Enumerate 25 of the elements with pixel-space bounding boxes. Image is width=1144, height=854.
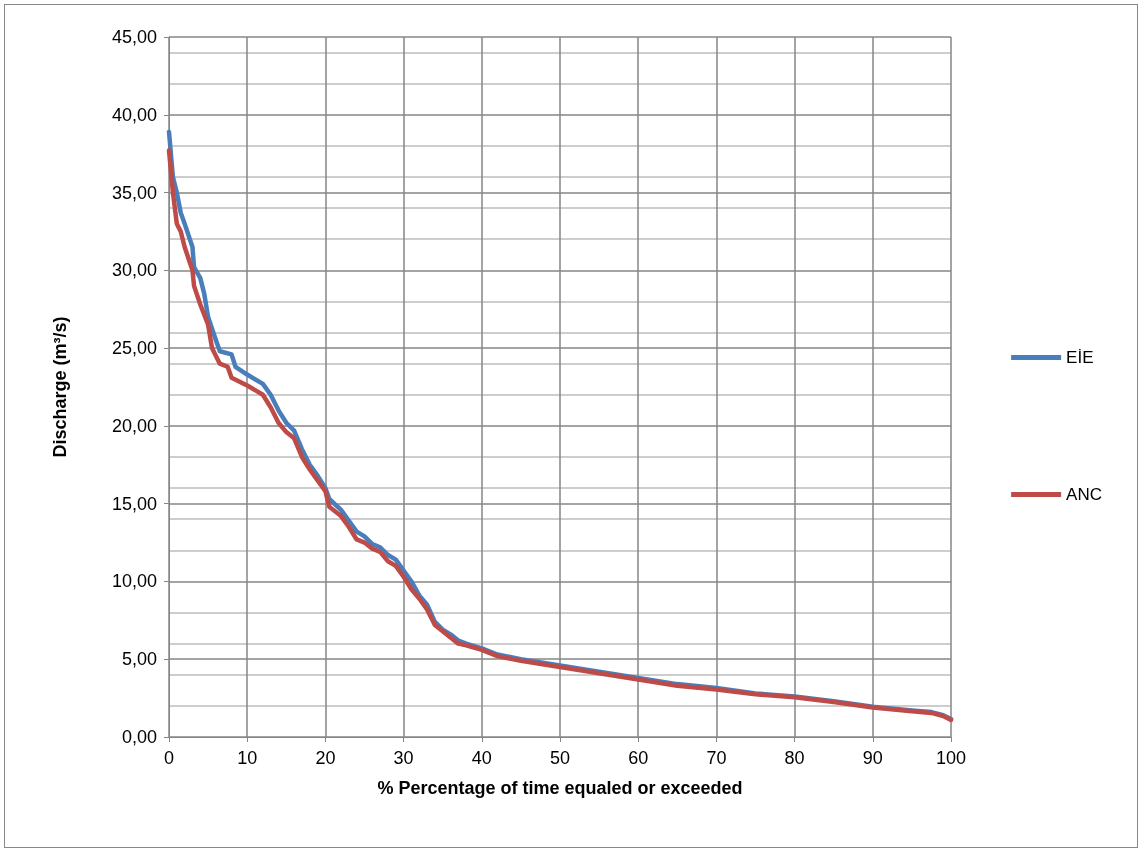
y-tick-label: 20,00	[111, 415, 157, 436]
y-tick-label: 10,00	[111, 571, 157, 592]
x-tick-label: 20	[315, 748, 336, 768]
x-tick-label: 60	[628, 748, 649, 768]
x-tick-label: 0	[163, 748, 175, 768]
x-tick-label: 70	[706, 748, 727, 768]
y-tick-label: 0,00	[121, 727, 157, 747]
legend-label: ANC	[1066, 485, 1103, 504]
x-tick-label: 80	[784, 748, 805, 768]
y-tick-label: 45,00	[111, 27, 157, 47]
x-tick-label: 100	[935, 748, 967, 768]
x-tick-label: 30	[393, 748, 414, 768]
y-axis-title: Discharge (m³/s)	[50, 316, 70, 458]
x-tick-label: 90	[862, 748, 883, 768]
x-tick-label: 10	[237, 748, 258, 768]
y-tick-label: 25,00	[111, 338, 157, 359]
y-tick-label: 15,00	[111, 493, 157, 514]
y-tick-label: 35,00	[111, 182, 157, 203]
x-tick-label: 40	[471, 748, 492, 768]
y-tick-label: 5,00	[121, 649, 157, 670]
y-tick-label: 30,00	[111, 260, 157, 281]
x-axis-title: % Percentage of time equaled or exceeded	[377, 778, 743, 798]
legend-label: EİE	[1066, 348, 1094, 367]
y-tick-label: 40,00	[111, 104, 157, 125]
x-tick-label: 50	[549, 748, 571, 768]
